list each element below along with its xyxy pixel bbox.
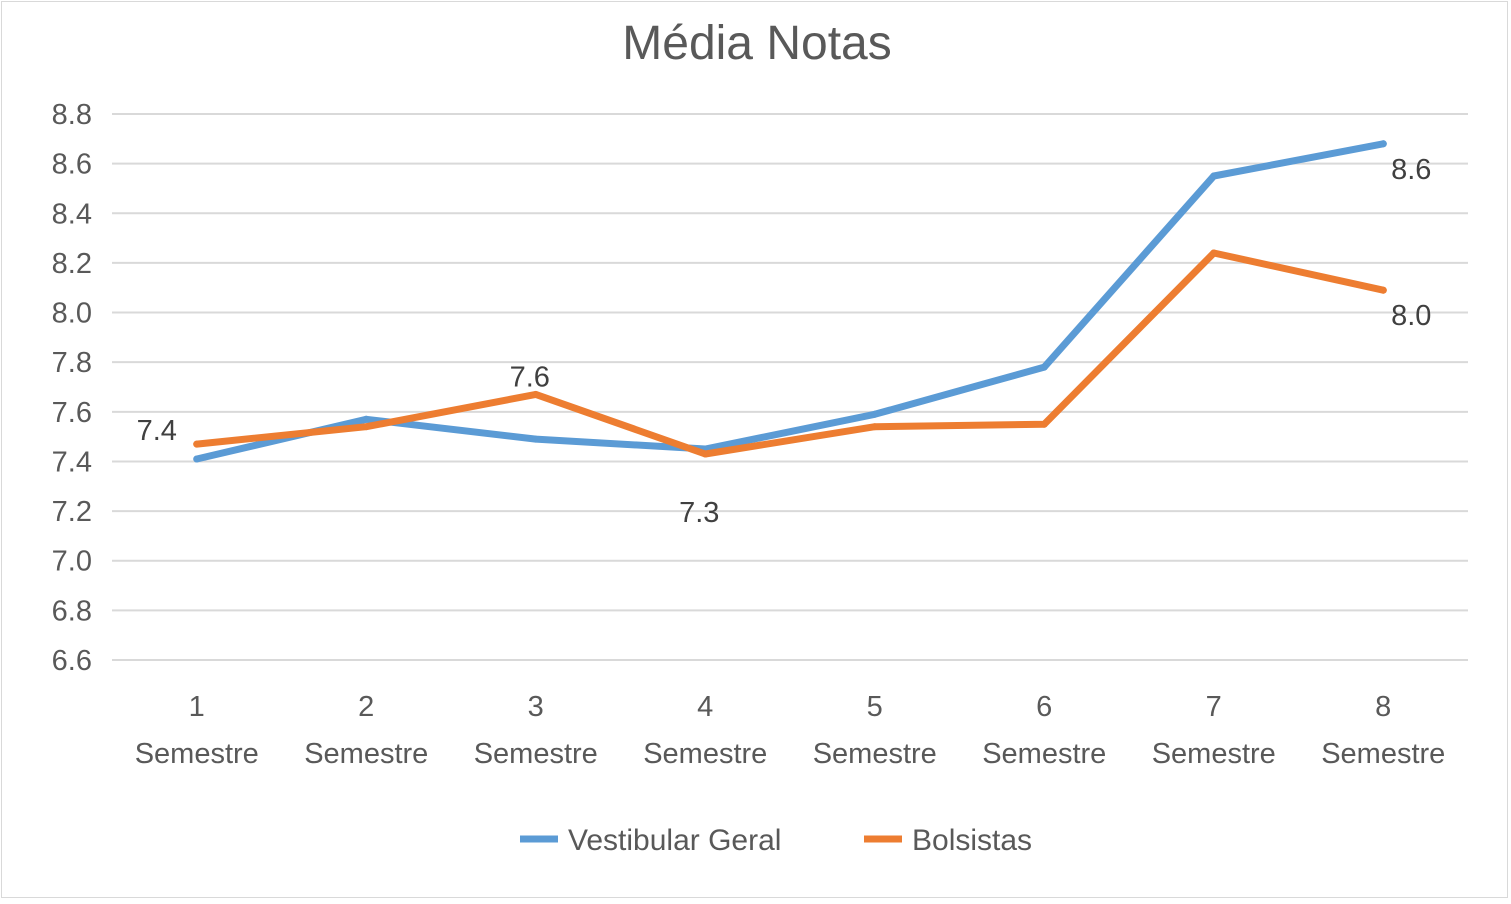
y-tick-label: 8.2 <box>52 248 92 280</box>
y-tick-label: 7.2 <box>52 496 92 528</box>
data-label: 7.4 <box>137 415 177 447</box>
x-tick-label-line: Semestre <box>474 738 598 770</box>
data-point <box>1040 363 1048 371</box>
x-tick-label-line: Semestre <box>304 738 428 770</box>
data-point <box>532 390 540 398</box>
x-tick-label-line: Semestre <box>1321 738 1445 770</box>
data-point <box>871 410 879 418</box>
legend-item: Bolsistas <box>864 824 1032 857</box>
data-point <box>193 455 201 463</box>
data-label: 8.6 <box>1391 154 1431 186</box>
data-labels: 7.4 7.6 7.3 8.6 8.0 <box>137 154 1432 529</box>
x-tick-label-line: Semestre <box>813 738 937 770</box>
x-tick-label-line: 5 <box>867 691 883 723</box>
y-tick-label: 7.6 <box>52 397 92 429</box>
y-tick-label: 6.8 <box>52 595 92 627</box>
data-point <box>1210 172 1218 180</box>
y-tick-label: 8.6 <box>52 149 92 181</box>
x-tick-label-line: Semestre <box>982 738 1106 770</box>
data-point <box>1040 420 1048 428</box>
x-tick-label: 3 Semestre <box>474 691 598 770</box>
x-tick-label: 5 Semestre <box>813 691 937 770</box>
x-tick-label-line: Semestre <box>1152 738 1276 770</box>
x-tick-label-line: 4 <box>697 691 713 723</box>
series-lines <box>193 140 1387 463</box>
y-tick-label: 7.8 <box>52 347 92 379</box>
data-point <box>871 423 879 431</box>
x-tick-label: 1 Semestre <box>135 691 259 770</box>
series-line-1 <box>193 249 1387 458</box>
x-tick-label: 4 Semestre <box>643 691 767 770</box>
data-point <box>362 423 370 431</box>
x-tick-label-line: 2 <box>358 691 374 723</box>
x-tick-label: 7 Semestre <box>1152 691 1276 770</box>
data-point <box>193 440 201 448</box>
chart-title: Média Notas <box>622 17 891 70</box>
data-label: 7.6 <box>510 361 550 393</box>
y-tick-label: 6.6 <box>52 645 92 677</box>
x-tick-label-line: 3 <box>528 691 544 723</box>
y-tick-label: 8.8 <box>52 99 92 131</box>
legend-item: Vestibular Geral <box>520 824 781 857</box>
data-point <box>1379 140 1387 148</box>
x-tick-label-line: 7 <box>1206 691 1222 723</box>
x-tick-label-line: 6 <box>1036 691 1052 723</box>
data-point <box>362 415 370 423</box>
legend-label: Bolsistas <box>912 824 1032 857</box>
x-tick-label-line: 1 <box>189 691 205 723</box>
y-tick-label: 8.0 <box>52 298 92 330</box>
y-tick-label: 7.4 <box>52 446 92 478</box>
data-point <box>1210 249 1218 257</box>
x-tick-label: 8 Semestre <box>1321 691 1445 770</box>
legend: Vestibular Geral Bolsistas <box>520 824 1032 857</box>
data-point <box>1379 286 1387 294</box>
y-axis-ticks: 6.6 6.8 7.0 7.2 7.4 7.6 7.8 8.0 8.2 8.4 8.6 8.8 <box>52 99 92 677</box>
x-tick-label: 2 Semestre <box>304 691 428 770</box>
y-tick-label: 7.0 <box>52 546 92 578</box>
y-tick-label: 8.4 <box>52 198 92 230</box>
x-tick-label-line: Semestre <box>643 738 767 770</box>
gridlines <box>112 113 1468 661</box>
x-tick-label-line: Semestre <box>135 738 259 770</box>
x-axis-ticks: 1 Semestre 2 Semestre 3 Semestre 4 Semestre 5 Sem… <box>135 691 1446 770</box>
legend-label: Vestibular Geral <box>568 824 781 857</box>
x-tick-label-line: 8 <box>1375 691 1391 723</box>
x-tick-label: 6 Semestre <box>982 691 1106 770</box>
data-point <box>701 450 709 458</box>
data-label: 8.0 <box>1391 300 1431 332</box>
data-label: 7.3 <box>679 497 719 529</box>
data-point <box>532 435 540 443</box>
